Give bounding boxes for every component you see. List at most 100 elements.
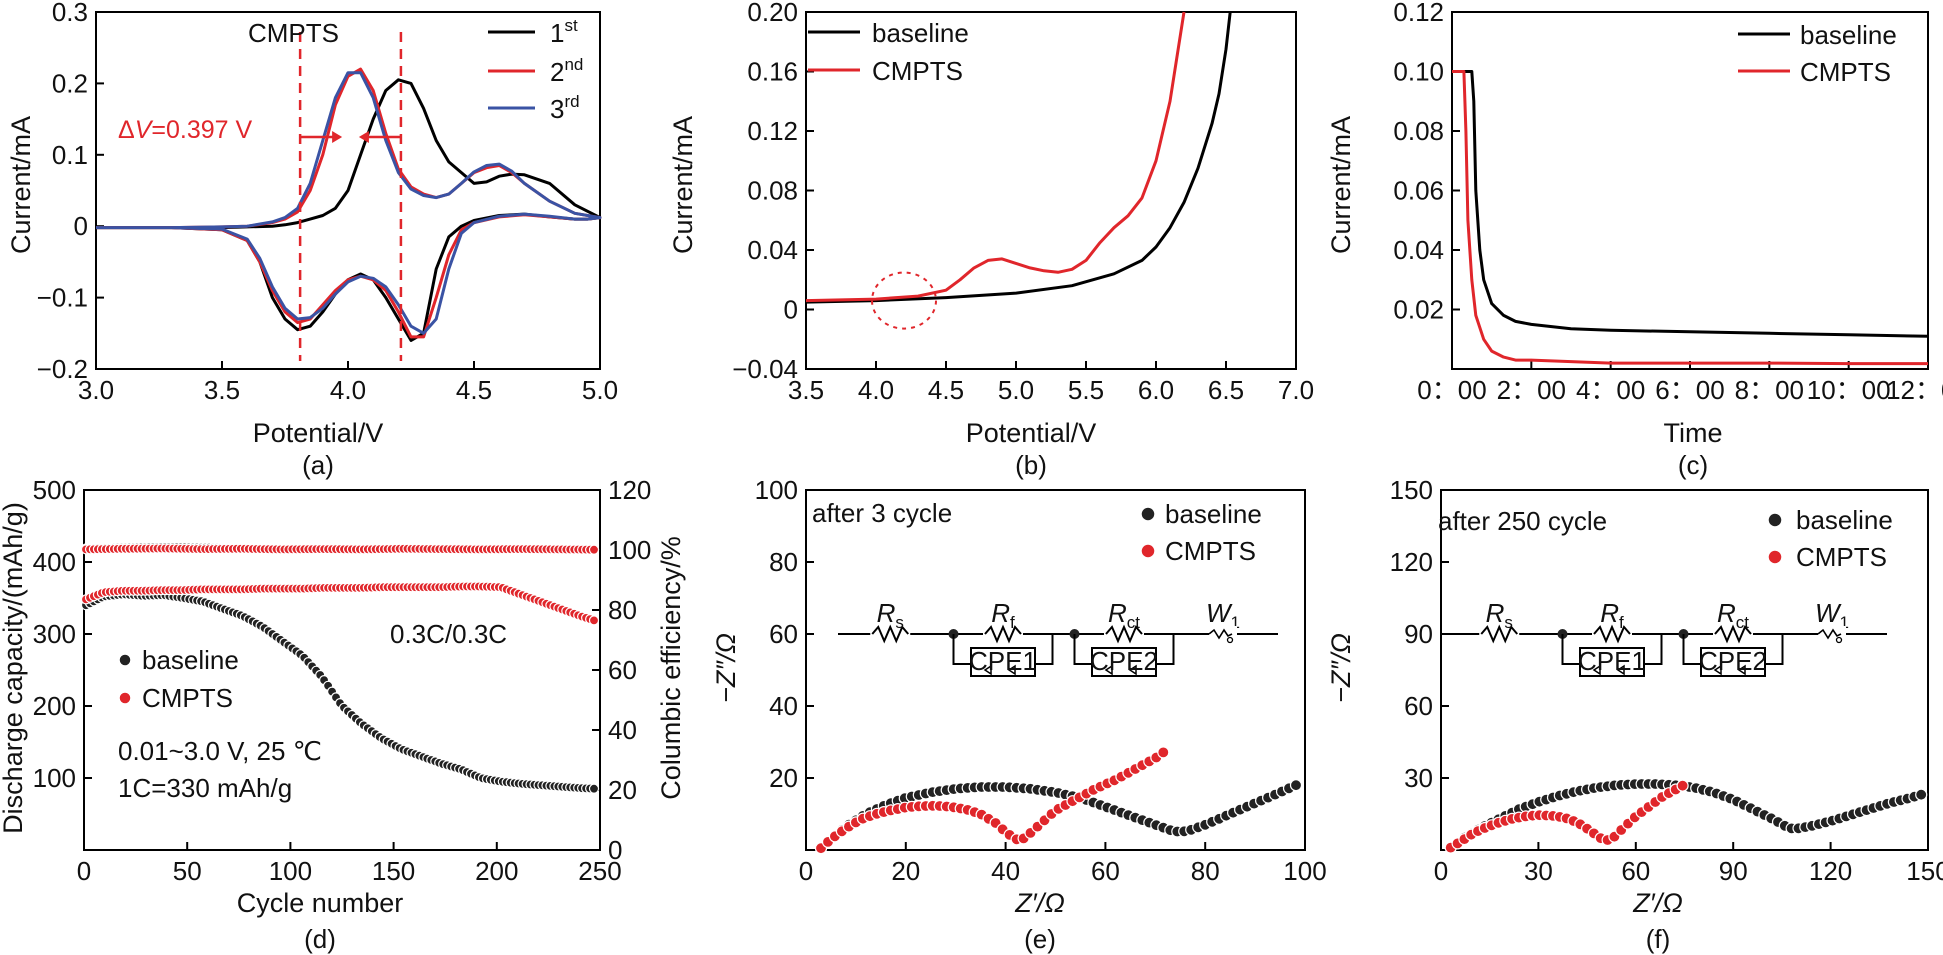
y-tick-label: 90 [1404, 619, 1433, 649]
y-tick-label: 0.12 [1393, 0, 1444, 27]
panel-a-caption: (a) [302, 450, 334, 480]
resistor-icon [1480, 624, 1519, 644]
circuit-label-cpe1: CPE1 [1578, 646, 1646, 676]
panel-a-xlabel: Potential/V [253, 418, 384, 448]
x-tick-label: 6：00 [1655, 375, 1724, 405]
resistor-icon [984, 624, 1022, 644]
legend-label-3rd: 3rd [550, 92, 580, 124]
x-tick-label: 90 [1719, 856, 1748, 886]
panel-d-ylabel2: Columbic efficiency/% [656, 536, 686, 800]
circuit-label-w1: W1 [1206, 598, 1240, 632]
legend-label-baseline: baseline [1796, 505, 1893, 535]
x-tick-label: 5.0 [998, 375, 1034, 405]
resistor-icon [1105, 624, 1143, 644]
y-tick-label: −0.2 [37, 354, 88, 384]
dotted-circle-annotation [871, 271, 937, 330]
panel-e-xlabel: Z′/Ω [1014, 888, 1065, 918]
x-tick-label: 5.5 [1068, 375, 1104, 405]
panel-f-ylabel: −Z″/Ω [1326, 633, 1356, 703]
legend-label-2nd: 2nd [550, 55, 583, 87]
y-tick-label: 100 [33, 763, 76, 793]
circuit-label-rct: Rct [1108, 598, 1140, 632]
panel-c-ylabel: Current/mA [1326, 116, 1356, 254]
circuit-label-rct: Rct [1717, 598, 1749, 632]
plot-a: 3.0 3.5 4.0 4.5 5.0 −0.2 −0.1 0 0.1 0.2 0.3 [37, 0, 618, 405]
legend-label-baseline: baseline [142, 645, 239, 675]
x-tick-label: 4：00 [1576, 375, 1645, 405]
x-tick-label: 3.5 [204, 375, 240, 405]
resistor-gap [983, 624, 1023, 644]
y-tick-label: 200 [33, 691, 76, 721]
x-tick-label: 0 [799, 856, 813, 886]
x-tick-label: 4.5 [456, 375, 492, 405]
y2-tick-label: 120 [608, 475, 651, 505]
plot-frame [1440, 489, 1929, 851]
y-tick-label: 80 [769, 547, 798, 577]
plot-f: 0 30 60 90 120 150 30 60 90 120 150 [1390, 475, 1943, 886]
data-point-baseline [1289, 779, 1303, 792]
x-tick-label: 150 [372, 856, 415, 886]
y2-tick-label: 60 [608, 655, 637, 685]
cpe-box [1700, 647, 1766, 677]
data-point-baseline [1915, 788, 1928, 801]
panel-b-xlabel: Potential/V [966, 418, 1097, 448]
y2-tick-label: 20 [608, 775, 637, 805]
cpe-arrows-icon [1713, 664, 1746, 676]
x-tick-label: 4.0 [330, 375, 366, 405]
y-tick-label: 0.2 [52, 68, 88, 98]
legend-marker-baseline [1767, 512, 1783, 528]
panel-d-ylabel: Discharge capacity/(mAh/g) [0, 502, 28, 834]
y-tick-label: 100 [755, 475, 798, 505]
x-tick-label: 3.0 [78, 375, 114, 405]
panel-f-xlabel: Z′/Ω [1632, 888, 1683, 918]
plot-d: 0 50 100 150 200 250 100 200 300 400 500 0 20 40 60 80 1… [33, 475, 652, 886]
plot-b: 3.5 4.0 4.5 5.0 5.5 6.0 6.5 7.0 −0.04 0 0.04 0.08 0.… [732, 0, 1314, 405]
panel-b-legend: baseline CMPTS [808, 18, 969, 86]
circuit-label-rs: Rs [877, 598, 904, 632]
panel-d-xlabel: Cycle number [237, 888, 404, 918]
circuit-label-cpe2: CPE2 [1090, 646, 1158, 676]
x-tick-label: 3.5 [788, 375, 824, 405]
legend-marker-cmpts [118, 691, 132, 705]
resistor-gap [1592, 624, 1632, 644]
resistor-gap [1713, 624, 1753, 644]
cpe-arrows-icon [1592, 664, 1625, 676]
delta-value: =0.397 V [151, 116, 252, 144]
delta-arrowhead-right [358, 130, 369, 143]
legend-label-1st: 1st [550, 16, 578, 48]
y-tick-label: 500 [33, 475, 76, 505]
data-point-baseline [588, 783, 600, 794]
legend-label-baseline: baseline [1165, 499, 1262, 529]
y2-tick-label: 100 [608, 535, 651, 565]
panel-b: 3.5 4.0 4.5 5.0 5.5 6.0 6.5 7.0 −0.04 0 0.04 0.08 0.… [668, 0, 1314, 480]
legend-label-cmpts: CMPTS [1800, 57, 1891, 87]
y-tick-label: 0.08 [1393, 116, 1444, 146]
warburg-dot [1835, 636, 1843, 644]
x-tick-label: 2：00 [1497, 375, 1566, 405]
panel-a-delta-annotation: ΔV=0.397 V [118, 116, 252, 144]
cpe-arrows-icon [983, 664, 1016, 676]
legend-label-cmpts: CMPTS [1165, 536, 1256, 566]
resistor-icon [1714, 624, 1752, 644]
x-tick-label: 60 [1091, 856, 1120, 886]
y-tick-label: 0.04 [747, 235, 798, 265]
y-tick-label: 300 [33, 619, 76, 649]
cpe-box [1579, 647, 1645, 677]
panel-d-caption: (d) [304, 924, 336, 954]
x-tick-label: 120 [1809, 856, 1852, 886]
panel-b-caption: (b) [1015, 450, 1047, 480]
y-tick-label: 0.1 [52, 140, 88, 170]
x-tick-label: 30 [1524, 856, 1553, 886]
y2-tick-label: 40 [608, 715, 637, 745]
warburg-icon [1208, 628, 1233, 640]
panel-e-legend: baseline CMPTS [1140, 499, 1262, 566]
legend-marker-baseline [118, 653, 132, 667]
x-tick-label: 0：00 [1417, 375, 1486, 405]
equivalent-circuit-e: Rs Rf Rct W1 CPE1 CPE2 [838, 598, 1278, 677]
legend-label-cmpts: CMPTS [142, 683, 233, 713]
x-tick-label: 150 [1906, 856, 1943, 886]
circuit-label-w1: W1 [1815, 598, 1849, 632]
x-tick-label: 5.0 [582, 375, 618, 405]
x-tick-label: 50 [173, 856, 202, 886]
